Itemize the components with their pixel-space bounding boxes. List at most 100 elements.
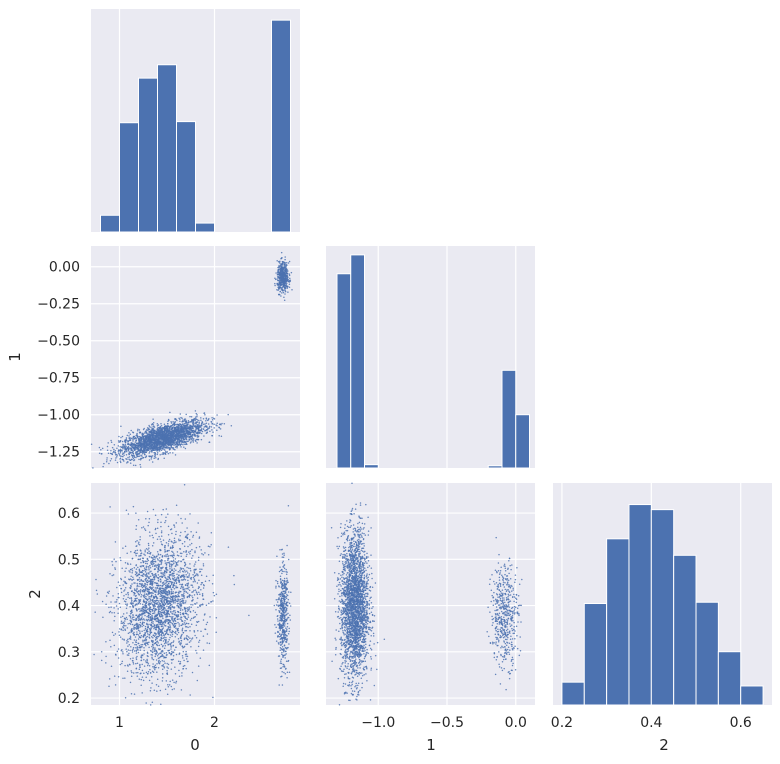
scatter-point xyxy=(111,560,113,563)
scatter-point xyxy=(199,657,202,659)
scatter-point xyxy=(144,560,147,563)
scatter-point xyxy=(151,682,153,684)
scatter-point xyxy=(121,440,124,443)
scatter-point xyxy=(122,547,124,549)
scatter-point xyxy=(200,588,202,591)
scatter-point xyxy=(153,441,155,444)
scatter-point xyxy=(132,614,134,616)
scatter-point xyxy=(196,582,199,584)
scatter-point xyxy=(170,569,173,572)
scatter-point xyxy=(136,452,139,455)
scatter-point xyxy=(188,567,190,569)
scatter-point xyxy=(279,286,282,289)
scatter-point xyxy=(187,609,190,611)
scatter-point xyxy=(131,618,133,620)
scatter-point xyxy=(167,525,170,528)
scatter-point xyxy=(199,425,202,427)
scatter-point xyxy=(144,625,147,628)
scatter-point xyxy=(141,452,144,455)
scatter-point xyxy=(281,289,283,291)
scatter-point xyxy=(184,576,186,578)
scatter-point xyxy=(153,457,155,459)
scatter-point xyxy=(166,561,168,564)
scatter-point xyxy=(284,258,286,261)
scatter-point xyxy=(184,623,186,626)
scatter-point xyxy=(284,269,287,271)
scatter-point xyxy=(126,640,128,642)
chart-marks xyxy=(90,19,764,706)
scatter-point xyxy=(138,458,140,461)
scatter-point xyxy=(194,611,197,614)
scatter-point xyxy=(199,568,201,570)
scatter-point xyxy=(142,526,145,528)
scatter-point xyxy=(137,619,140,622)
scatter-point xyxy=(187,421,190,424)
scatter-point xyxy=(164,453,167,456)
scatter-point xyxy=(163,445,165,448)
scatter-point xyxy=(144,608,146,610)
scatter-point xyxy=(125,593,127,596)
scatter-point xyxy=(101,447,104,450)
scatter-point xyxy=(192,576,195,579)
scatter-point xyxy=(136,455,138,458)
scatter-point xyxy=(186,553,188,556)
scatter-point xyxy=(173,688,175,690)
scatter-point xyxy=(138,645,141,647)
scatter-point xyxy=(200,417,202,419)
scatter-point xyxy=(135,657,137,659)
scatter-point xyxy=(145,451,147,454)
scatter-point xyxy=(154,558,156,561)
scatter-point xyxy=(121,435,124,438)
scatter-point xyxy=(114,684,117,686)
scatter-point xyxy=(137,638,140,640)
histogram-2 xyxy=(561,504,764,706)
scatter-point xyxy=(195,440,197,443)
scatter-point xyxy=(189,415,191,418)
scatter-point xyxy=(140,684,142,687)
scatter-point xyxy=(148,679,151,682)
scatter-point xyxy=(286,287,288,289)
scatter-point xyxy=(172,613,174,615)
scatter-point xyxy=(126,642,128,644)
scatter-point xyxy=(149,649,152,652)
scatter-point xyxy=(179,587,182,589)
scatter-point xyxy=(155,442,157,445)
scatter-point xyxy=(137,518,140,521)
scatter-point xyxy=(100,659,103,662)
scatter-point xyxy=(117,445,120,447)
scatter-point xyxy=(139,672,142,675)
scatter-point xyxy=(92,467,94,469)
scatter-point xyxy=(170,430,172,433)
scatter-point xyxy=(156,527,159,529)
scatter-point xyxy=(164,645,167,647)
scatter-point xyxy=(165,435,168,437)
scatter-point xyxy=(207,419,210,421)
scatter-point xyxy=(149,668,151,671)
scatter-point xyxy=(119,451,122,454)
scatter-point xyxy=(126,552,128,554)
scatter-point xyxy=(170,591,173,593)
scatter-point xyxy=(159,454,161,456)
scatter-point xyxy=(167,429,169,431)
scatter-point xyxy=(181,542,184,545)
scatter-point xyxy=(152,554,154,556)
scatter-point xyxy=(182,631,185,634)
scatter-point xyxy=(138,585,140,588)
scatter-point xyxy=(135,439,137,442)
scatter-point xyxy=(105,461,108,463)
scatter-point xyxy=(148,438,150,440)
scatter-point xyxy=(155,599,157,602)
scatter-point xyxy=(167,596,169,598)
scatter-point xyxy=(176,629,179,632)
scatter-point xyxy=(196,438,199,441)
scatter-point xyxy=(151,444,153,446)
scatter-point xyxy=(114,567,116,569)
scatter-point xyxy=(162,453,165,455)
scatter-point xyxy=(143,646,145,649)
scatter-point xyxy=(159,578,162,580)
scatter-point xyxy=(129,433,132,435)
scatter-point xyxy=(212,696,214,699)
scatter-point xyxy=(144,453,146,456)
scatter-point xyxy=(142,561,145,563)
scatter-point xyxy=(154,514,157,516)
